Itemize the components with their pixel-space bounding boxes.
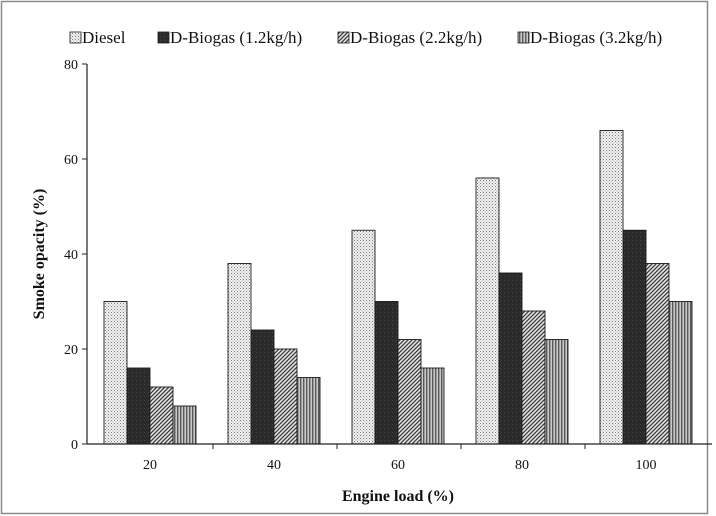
legend-label-2: D-Biogas (2.2kg/h) — [350, 28, 482, 47]
bar-d-biogas-1-2kg-h--100 — [622, 229, 647, 445]
bar-d-biogas-2-2kg-h--100 — [645, 263, 670, 445]
legend-swatch-1 — [157, 31, 170, 44]
legend-label-1: D-Biogas (1.2kg/h) — [170, 28, 302, 47]
y-axis-ticks: 0 20 40 60 80 — [64, 58, 87, 453]
bar-d-biogas-1-2kg-h--80 — [498, 272, 523, 445]
y-tick-label: 0 — [71, 438, 78, 453]
plot-area — [103, 130, 693, 445]
legend: Diesel D-Biogas (1.2kg/h) D-Biogas (2.2kg/… — [69, 28, 662, 47]
legend-label-0: Diesel — [82, 28, 126, 47]
x-tick-label: 80 — [515, 458, 529, 473]
bar-diesel-20 — [103, 301, 128, 445]
bar-d-biogas-2-2kg-h--80 — [521, 310, 546, 445]
legend-swatch-3 — [517, 31, 530, 44]
y-tick-label: 20 — [64, 343, 78, 358]
bar-d-biogas-3-2kg-h--60 — [420, 367, 445, 445]
bar-d-biogas-2-2kg-h--20 — [149, 386, 174, 445]
x-tick-label: 40 — [267, 458, 281, 473]
x-axis-ticks: 20 40 60 80 100 — [143, 444, 657, 473]
bar-d-biogas-1-2kg-h--20 — [126, 367, 151, 445]
bar-d-biogas-1-2kg-h--60 — [374, 301, 399, 445]
bar-d-biogas-3-2kg-h--100 — [668, 301, 693, 445]
bar-diesel-40 — [227, 263, 252, 445]
x-tick-label: 100 — [636, 458, 657, 473]
y-axis-label: Smoke opacity (%) — [31, 189, 48, 320]
legend-swatch-2 — [337, 31, 350, 44]
bar-diesel-100 — [599, 130, 624, 445]
y-tick-label: 60 — [64, 153, 78, 168]
y-tick-label: 40 — [64, 248, 78, 263]
bar-d-biogas-3-2kg-h--80 — [544, 339, 569, 445]
x-tick-label: 60 — [391, 458, 405, 473]
legend-swatch-0 — [69, 31, 82, 44]
bar-d-biogas-2-2kg-h--40 — [273, 348, 298, 445]
bar-d-biogas-2-2kg-h--60 — [397, 339, 422, 445]
bar-diesel-60 — [351, 229, 376, 445]
legend-label-3: D-Biogas (3.2kg/h) — [530, 28, 662, 47]
bar-d-biogas-3-2kg-h--40 — [296, 377, 321, 445]
bar-d-biogas-1-2kg-h--40 — [250, 329, 275, 445]
y-tick-label: 80 — [64, 58, 78, 73]
bar-d-biogas-3-2kg-h--20 — [172, 405, 197, 445]
x-tick-label: 20 — [143, 458, 157, 473]
bar-diesel-80 — [475, 177, 500, 445]
x-axis-label: Engine load (%) — [342, 488, 454, 505]
